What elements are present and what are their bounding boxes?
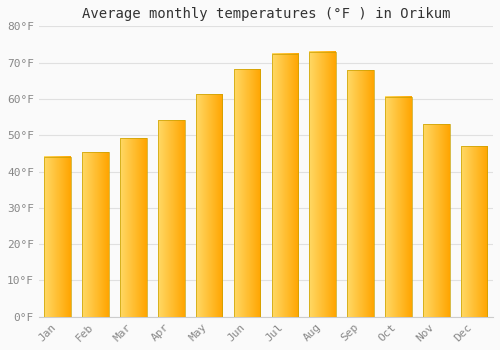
Bar [234, 69, 260, 317]
Bar [310, 52, 336, 317]
Bar [423, 124, 450, 317]
Bar [120, 139, 146, 317]
Title: Average monthly temperatures (°F ) in Orikum: Average monthly temperatures (°F ) in Or… [82, 7, 450, 21]
Bar [196, 94, 222, 317]
Bar [348, 70, 374, 317]
Bar [461, 146, 487, 317]
Bar [44, 157, 71, 317]
Bar [158, 120, 184, 317]
Bar [272, 54, 298, 317]
Bar [385, 97, 411, 317]
Bar [82, 152, 109, 317]
